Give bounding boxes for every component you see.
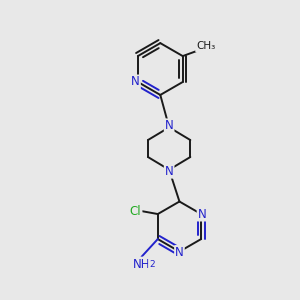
Text: Cl: Cl xyxy=(130,205,142,218)
Text: 2: 2 xyxy=(149,260,155,268)
Text: N: N xyxy=(175,246,184,259)
Text: N: N xyxy=(198,208,206,220)
Text: N: N xyxy=(131,76,140,88)
Text: N: N xyxy=(165,165,173,178)
Text: N: N xyxy=(165,119,173,132)
Text: CH₃: CH₃ xyxy=(196,41,215,51)
Text: NH: NH xyxy=(133,258,150,271)
